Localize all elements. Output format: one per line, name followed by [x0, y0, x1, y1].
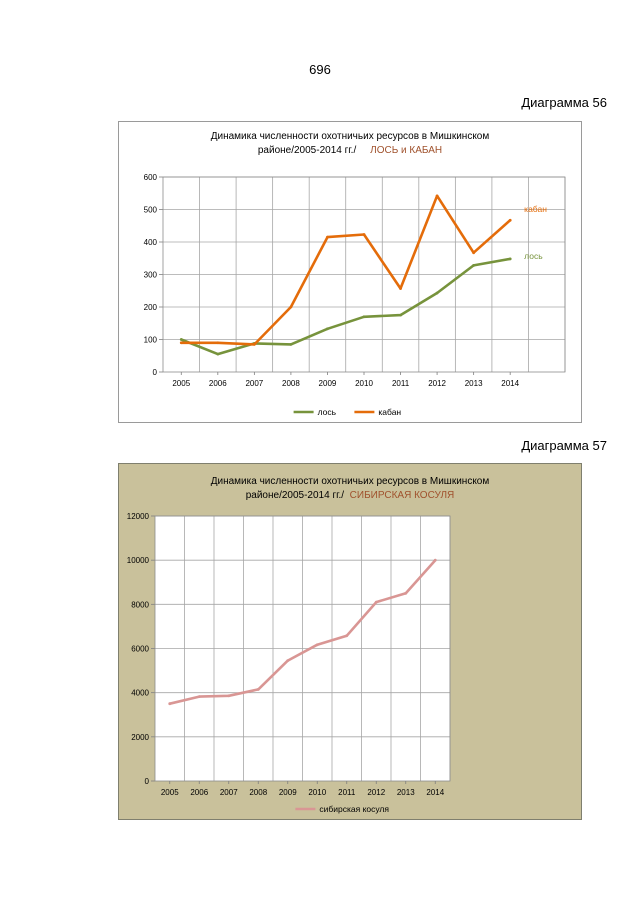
x-tick-label: 2014	[426, 788, 444, 797]
x-tick-label: 2010	[308, 788, 326, 797]
series-label-лось: лось	[524, 251, 543, 261]
x-tick-label: 2009	[319, 379, 337, 388]
x-tick-label: 2013	[465, 379, 483, 388]
data-point-кабан	[252, 342, 256, 346]
x-tick-label: 2010	[355, 379, 373, 388]
data-point-лось	[362, 315, 366, 319]
data-point-кабан	[399, 287, 402, 290]
chart-title-highlight: СИБИРСКАЯ КОСУЛЯ	[349, 490, 455, 501]
data-point-сибирская косуля	[168, 702, 172, 706]
y-tick-label: 4000	[131, 689, 149, 698]
x-tick-label: 2007	[245, 379, 263, 388]
y-tick-label: 10000	[127, 556, 150, 565]
series-label-кабан: кабан	[524, 204, 547, 214]
x-tick-label: 2008	[249, 788, 267, 797]
legend-label-лось: лось	[318, 407, 337, 417]
data-point-кабан	[326, 235, 329, 239]
chart-title: Динамика численности охотничьих ресурсов…	[119, 130, 581, 158]
chart-roe-deer-plot: 0 2000 4000 6000 8000 10000 12000 2005 2006 2007 2…	[127, 512, 451, 814]
y-tick-label: 200	[144, 303, 158, 312]
data-point-сибирская косуля	[374, 600, 378, 604]
data-point-сибирская косуля	[227, 694, 231, 698]
x-tick-label: 2006	[209, 379, 227, 388]
series-line-сибирская косуля	[168, 558, 437, 705]
data-point-сибирская косуля	[315, 643, 319, 647]
data-point-сибирская косуля	[433, 558, 437, 562]
y-tick-label: 300	[144, 271, 158, 280]
chart-title-line2: районе/2005-2014 гг./	[257, 145, 357, 156]
chart-moose-boar-plot: 0 100 200 300 400 500 600 2005 2006 2007 2008 2009 2…	[144, 173, 566, 417]
chart-title-highlight: ЛОСЬ и КАБАН	[370, 145, 443, 156]
data-point-сибирская косуля	[256, 687, 260, 691]
x-tick-label: 2006	[190, 788, 208, 797]
y-tick-label: 500	[144, 206, 158, 215]
chart-moose-boar: 0 100 200 300 400 500 600 2005 2006 2007 2008 2009 2…	[118, 121, 582, 423]
series-line-лось	[179, 257, 512, 356]
diagram-caption: Диаграмма 56	[521, 95, 607, 110]
data-point-кабан	[472, 251, 476, 255]
data-point-кабан	[362, 233, 366, 236]
data-point-лось	[216, 352, 220, 356]
data-point-лось	[179, 338, 183, 341]
y-tick-label: 100	[144, 336, 158, 345]
data-point-кабан	[508, 218, 512, 222]
data-point-кабан	[216, 341, 220, 345]
data-point-сибирская косуля	[404, 591, 408, 595]
data-point-лось	[435, 291, 439, 295]
data-point-лось	[508, 257, 512, 261]
x-tick-label: 2012	[428, 379, 446, 388]
x-tick-label: 2005	[161, 788, 179, 797]
data-point-сибирская косуля	[345, 634, 349, 638]
x-tick-label: 2011	[338, 788, 356, 797]
diagram-caption: Диаграмма 57	[521, 438, 607, 453]
legend-label-сибирская косуля: сибирская косуля	[319, 804, 389, 814]
data-point-кабан	[435, 194, 439, 198]
y-tick-label: 400	[144, 238, 158, 247]
y-tick-label: 0	[153, 368, 158, 377]
data-point-кабан	[179, 341, 183, 345]
plot-border	[154, 515, 451, 782]
data-point-кабан	[289, 305, 293, 309]
x-tick-label: 2008	[282, 379, 300, 388]
y-tick-label: 12000	[127, 512, 150, 521]
data-point-лось	[289, 342, 293, 346]
series-line-кабан	[179, 194, 512, 346]
data-point-лось	[472, 264, 476, 267]
legend-label-кабан: кабан	[378, 407, 401, 417]
y-tick-label: 8000	[131, 600, 149, 609]
x-tick-label: 2009	[279, 788, 297, 797]
x-tick-label: 2012	[367, 788, 385, 797]
x-tick-label: 2011	[392, 379, 410, 388]
data-point-сибирская косуля	[197, 695, 201, 699]
x-tick-label: 2013	[397, 788, 415, 797]
x-tick-label: 2007	[220, 788, 238, 797]
chart-title-line2: районе/2005-2014 гг./	[245, 490, 345, 501]
chart-roe-deer: 0 2000 4000 6000 8000 10000 12000 2005 2006 2007 2…	[118, 463, 582, 820]
chart-title-line1: Динамика численности охотничьих ресурсов…	[210, 476, 490, 487]
y-tick-label: 2000	[131, 733, 149, 742]
data-point-лось	[326, 327, 329, 331]
y-tick-label: 600	[144, 173, 158, 182]
page-number: 696	[309, 62, 331, 77]
data-point-сибирская косуля	[286, 659, 290, 663]
chart-title-line1: Динамика численности охотничьих ресурсов…	[210, 131, 490, 142]
chart-title: Динамика численности охотничьих ресурсов…	[119, 475, 581, 503]
x-tick-label: 2005	[172, 379, 190, 388]
data-point-лось	[399, 313, 402, 317]
y-tick-label: 0	[145, 777, 150, 786]
y-tick-label: 6000	[131, 645, 149, 654]
x-tick-label: 2014	[501, 379, 519, 388]
